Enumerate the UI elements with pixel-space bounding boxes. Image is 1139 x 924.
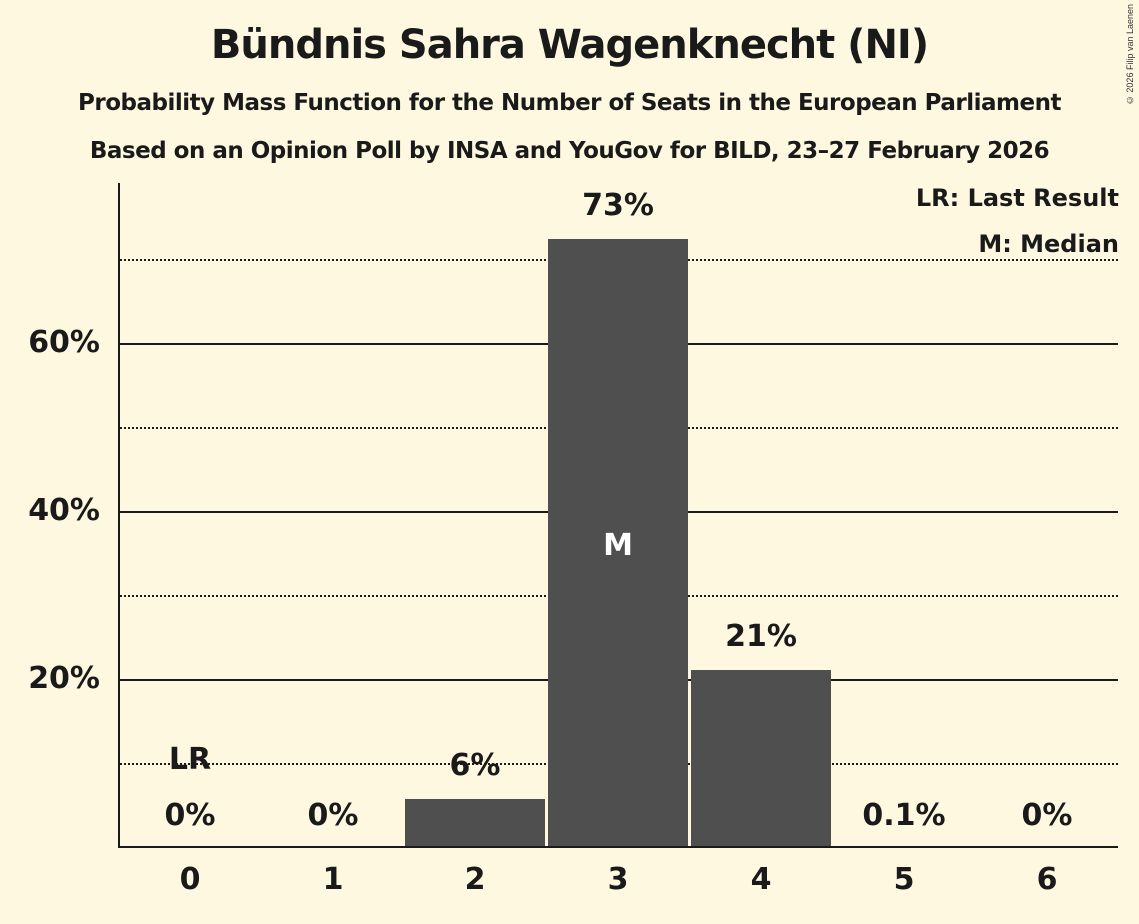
- bar-3-seats: [548, 239, 688, 847]
- bar-label-4: 21%: [725, 619, 797, 654]
- copyright-notice: © 2026 Filip van Laenen: [1125, 4, 1135, 106]
- x-tick-6: 6: [1036, 862, 1058, 897]
- x-tick-0: 0: [179, 862, 201, 897]
- bar-label-3: 73%: [582, 188, 654, 223]
- bar-label-1: 0%: [307, 798, 359, 833]
- bar-2-seats: [405, 799, 545, 847]
- x-tick-4: 4: [750, 862, 772, 897]
- legend-median: M: Median: [974, 230, 1119, 258]
- y-tick-60: 60%: [28, 325, 100, 360]
- median-marker: M: [603, 528, 633, 563]
- axis-x: [118, 846, 1118, 848]
- bar-label-2: 6%: [449, 748, 501, 783]
- x-tick-2: 2: [464, 862, 486, 897]
- x-tick-5: 5: [893, 862, 915, 897]
- bar-label-5: 0.1%: [862, 798, 946, 833]
- bar-4-seats: [691, 670, 831, 847]
- last-result-marker: LR: [168, 742, 212, 777]
- axis-y: [118, 183, 120, 848]
- x-tick-1: 1: [322, 862, 344, 897]
- chart-title: Bündnis Sahra Wagenknecht (NI): [210, 22, 929, 68]
- chart-subtitle: Probability Mass Function for the Number…: [78, 90, 1061, 116]
- bar-label-6: 0%: [1021, 798, 1073, 833]
- x-tick-3: 3: [607, 862, 629, 897]
- y-tick-20: 20%: [28, 661, 100, 696]
- bar-label-0: 0%: [164, 798, 216, 833]
- legend-last-result: LR: Last Result: [915, 184, 1119, 212]
- chart-source: Based on an Opinion Poll by INSA and You…: [89, 138, 1050, 164]
- y-tick-40: 40%: [28, 493, 100, 528]
